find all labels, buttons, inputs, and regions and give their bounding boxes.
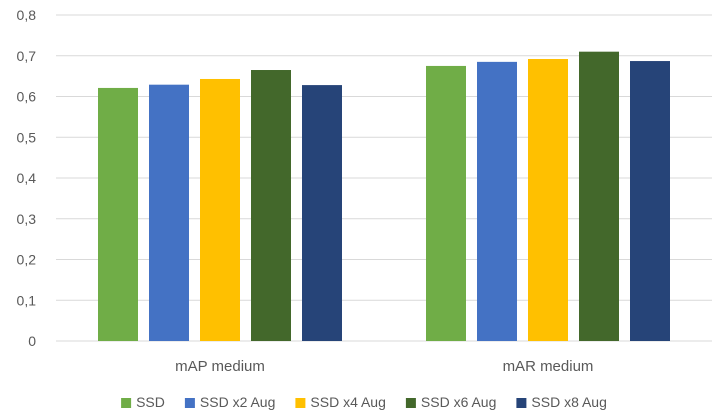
- y-tick-label: 0,2: [17, 252, 37, 268]
- bars: [98, 51, 670, 342]
- y-tick-label: 0,8: [17, 7, 37, 23]
- legend-swatch: [121, 398, 132, 408]
- legend-swatch: [184, 398, 195, 408]
- legend-label: SSD x2 Aug: [200, 394, 276, 410]
- legend-label: SSD: [136, 394, 165, 410]
- bar-ssd-x6-aug-mar-medium: [579, 51, 619, 342]
- legend-item-ssd-x2-aug: SSD x2 Aug: [184, 394, 276, 410]
- legend-swatch: [516, 398, 527, 408]
- legend: SSD SSD x2 Aug SSD x4 Aug SSD x6 Aug SSD x8 …: [121, 394, 607, 410]
- bar-ssd-x6-aug-map-medium: [251, 70, 291, 341]
- bar-ssd-x4-aug-mar-medium: [528, 59, 568, 341]
- bar-ssd-x2-aug-mar-medium: [477, 61, 517, 342]
- bar-ssd-x8-aug-map-medium: [302, 85, 342, 341]
- bar-ssd-x8-aug-mar-medium: [630, 61, 670, 342]
- legend-swatch: [405, 398, 416, 408]
- y-tick-label: 0,7: [17, 48, 37, 64]
- y-tick-label: 0,1: [17, 292, 37, 308]
- y-tick-label: 0,4: [17, 170, 37, 186]
- legend-item-ssd: SSD: [121, 394, 165, 410]
- bar-ssd-x4-aug-map-medium: [200, 78, 240, 341]
- bar-ssd-map-medium: [98, 87, 138, 341]
- legend-label: SSD x6 Aug: [421, 394, 497, 410]
- legend-item-ssd-x4-aug: SSD x4 Aug: [295, 394, 386, 410]
- x-category-label: mAR medium: [503, 358, 594, 375]
- legend-swatch: [295, 398, 306, 408]
- legend-item-ssd-x6-aug: SSD x6 Aug: [405, 394, 497, 410]
- y-axis-tick-labels: 0 0,1 0,2 0,3 0,4 0,5 0,6 0,7 0,8: [17, 7, 37, 349]
- x-axis-category-labels: mAP medium mAR medium: [175, 358, 593, 375]
- bar-ssd-mar-medium: [426, 65, 466, 341]
- y-tick-label: 0,5: [17, 129, 37, 145]
- y-tick-label: 0,6: [17, 89, 37, 105]
- x-category-label: mAP medium: [175, 358, 265, 375]
- legend-label: SSD x8 Aug: [531, 394, 607, 410]
- legend-item-ssd-x8-aug: SSD x8 Aug: [516, 394, 607, 410]
- bar-ssd-x2-aug-map-medium: [149, 84, 189, 342]
- legend-label: SSD x4 Aug: [310, 394, 386, 410]
- y-tick-label: 0: [28, 333, 36, 349]
- y-tick-label: 0,3: [17, 211, 37, 227]
